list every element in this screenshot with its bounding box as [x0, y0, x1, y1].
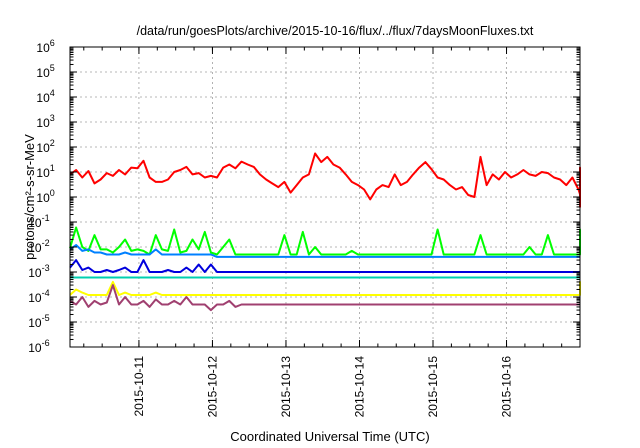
- x-tick-label: 2015-10-15: [426, 356, 440, 418]
- series-line-7: [69, 284, 580, 312]
- y-tick-label: 101: [36, 163, 54, 180]
- series-line-3: [69, 244, 580, 258]
- y-tick-label: 10-5: [28, 313, 49, 330]
- series-lines: [69, 152, 581, 312]
- y-tick-label: 104: [36, 88, 54, 105]
- series-line-4: [69, 259, 580, 273]
- y-axis-label: protons/cm²-s-sr-MeV: [22, 134, 37, 260]
- chart-title: /data/run/goesPlots/archive/2015-10-16/f…: [137, 24, 534, 38]
- x-axis-label: Coordinated Universal Time (UTC): [230, 429, 429, 444]
- x-tick-label: 2015-10-12: [205, 356, 219, 418]
- y-tick-label: 103: [36, 113, 54, 130]
- y-tick-label: 10-4: [28, 288, 49, 305]
- series-line-2: [69, 226, 581, 256]
- x-tick-label: 2015-10-13: [279, 356, 293, 418]
- series-line-6: [69, 280, 581, 296]
- y-tick-label: 10-3: [28, 263, 49, 280]
- x-tick-label: 2015-10-16: [500, 356, 514, 418]
- y-tick-label: 10-1: [28, 213, 49, 230]
- y-tick-label: 102: [36, 138, 54, 155]
- grid: [70, 47, 580, 347]
- x-tick-label: 2015-10-14: [352, 356, 366, 418]
- y-tick-label: 105: [36, 63, 54, 80]
- y-axis-ticks: 10-6 10-5 10-4 10-3 10-2 10-1 100 101 102 103 104 1…: [28, 38, 580, 355]
- x-tick-label: 2015-10-11: [132, 356, 146, 417]
- y-tick-label: 106: [36, 38, 54, 55]
- x-axis-ticks: 2015-10-11 2015-10-12 2015-10-13 2015-10-14…: [83, 47, 563, 418]
- y-tick-label: 10-2: [28, 238, 49, 255]
- y-tick-label: 100: [36, 188, 54, 205]
- series-line-1: [69, 152, 581, 208]
- y-tick-label: 10-6: [28, 338, 49, 355]
